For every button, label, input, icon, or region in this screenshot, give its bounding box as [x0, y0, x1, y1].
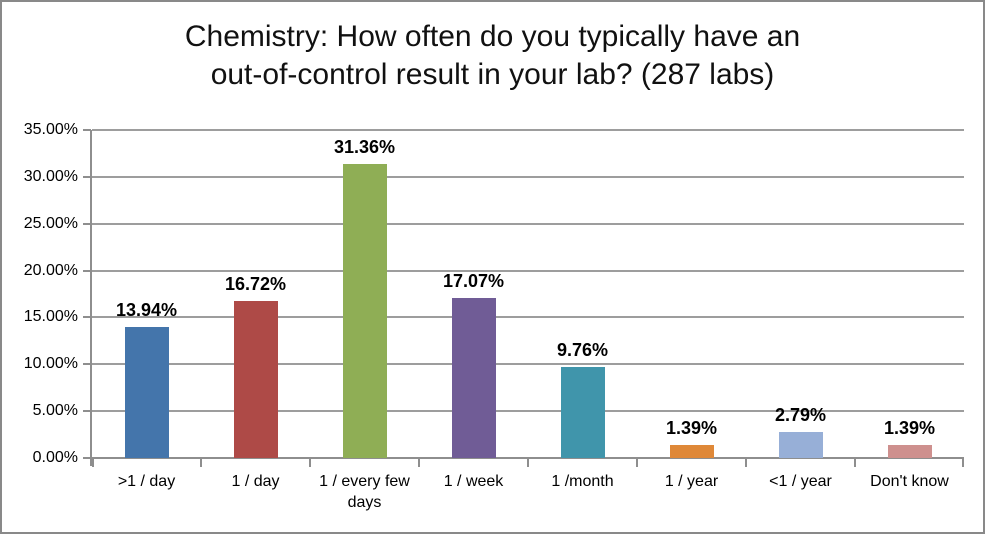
bar-1: [124, 327, 169, 458]
gridline-25: [92, 222, 964, 225]
bar-8: [887, 444, 932, 458]
y-axis-label-20: 20.00%: [23, 261, 78, 279]
bar-value-label-1: 13.94%: [115, 300, 178, 321]
bar-2: [233, 301, 278, 458]
y-axis-tick-5: [83, 410, 91, 413]
x-axis-label-4: 1 / week: [443, 473, 504, 490]
bar-value-label-4: 17.07%: [442, 271, 505, 292]
category-slot-8: 1.39% Don't know: [855, 130, 964, 490]
bar-7: [778, 431, 823, 458]
y-axis-label-0: 0.00%: [32, 449, 78, 466]
category-slot-1: 13.94% >1 / day: [92, 130, 201, 490]
gridline-5: [92, 410, 964, 413]
y-axis-label-15: 15.00%: [23, 308, 78, 326]
x-axis-tick-5: [636, 459, 638, 467]
category-slot-5: 9.76% 1 /month: [528, 130, 637, 490]
gridline-35: [92, 129, 964, 131]
x-axis-label-5: 1 /month: [551, 473, 614, 490]
y-axis-tick-30: [83, 175, 91, 178]
gridline-15: [92, 316, 964, 319]
x-axis-tick-2: [309, 459, 311, 467]
gridline-10: [92, 363, 964, 366]
y-axis-label-5: 5.00%: [32, 402, 78, 420]
x-axis-label-2: 1 / day: [231, 473, 280, 490]
plot-area: 0.00% 5.00% 10.00% 15.00% 20.00% 25.00% 30.00%…: [24, 122, 964, 511]
bar-value-label-6: 1.39%: [665, 417, 718, 438]
chart-title: Chemistry: How often do you typically ha…: [2, 18, 983, 95]
x-axis-label-7: <1 / year: [769, 473, 832, 490]
x-axis-tick-0: [92, 459, 94, 467]
chart-title-line-2: out-of-control result in your lab? (287 …: [210, 58, 775, 92]
y-axis-label-30: 30.00%: [23, 167, 78, 185]
category-slot-6: 1.39% 1 / year: [637, 130, 746, 490]
chart-title-line-1: Chemistry: How often do you typically ha…: [184, 20, 801, 53]
x-axis-tick-6: [745, 459, 747, 467]
y-axis-line: [90, 130, 92, 466]
x-axis-line: [90, 457, 964, 459]
bar-5: [560, 366, 605, 458]
x-axis-label-3: 1 / every few days: [319, 473, 410, 511]
category-slot-2: 16.72% 1 / day: [201, 130, 310, 490]
y-axis-tick-20: [83, 269, 91, 272]
bar-value-label-2: 16.72%: [224, 274, 287, 295]
x-axis-label-1: >1 / day: [117, 473, 176, 490]
x-axis-tick-7: [854, 459, 856, 467]
x-axis-tick-1: [200, 459, 202, 467]
y-axis-label-25: 25.00%: [23, 214, 78, 232]
x-axis-tick-4: [527, 459, 529, 467]
bar-3: [342, 164, 387, 458]
category-slot-3: 31.36% 1 / every few days: [310, 130, 419, 511]
bar-6: [669, 444, 714, 458]
y-axis-label-10: 10.00%: [23, 355, 78, 373]
y-axis-tick-25: [83, 222, 91, 225]
x-axis-label-6: 1 / year: [664, 473, 719, 490]
x-axis-tick-8: [962, 459, 964, 467]
gridline-20: [92, 269, 964, 272]
y-axis-tick-35: [83, 129, 91, 131]
y-axis-tick-0: [83, 457, 91, 459]
category-slot-7: 2.79% <1 / year: [746, 130, 855, 490]
category-slot-4: 17.07% 1 / week: [419, 130, 528, 490]
x-axis-label-8: Don't know: [870, 473, 949, 490]
bar-value-label-3: 31.36%: [333, 137, 396, 158]
y-axis-label-35: 35.00%: [23, 121, 78, 138]
y-axis-tick-15: [83, 316, 91, 319]
bar-value-label-5: 9.76%: [556, 339, 609, 360]
y-axis-tick-10: [83, 363, 91, 366]
gridline-30: [92, 175, 964, 178]
bar-value-label-7: 2.79%: [774, 404, 827, 425]
bar-value-label-8: 1.39%: [883, 417, 936, 438]
x-axis-tick-3: [418, 459, 420, 467]
bar-4: [451, 298, 496, 458]
